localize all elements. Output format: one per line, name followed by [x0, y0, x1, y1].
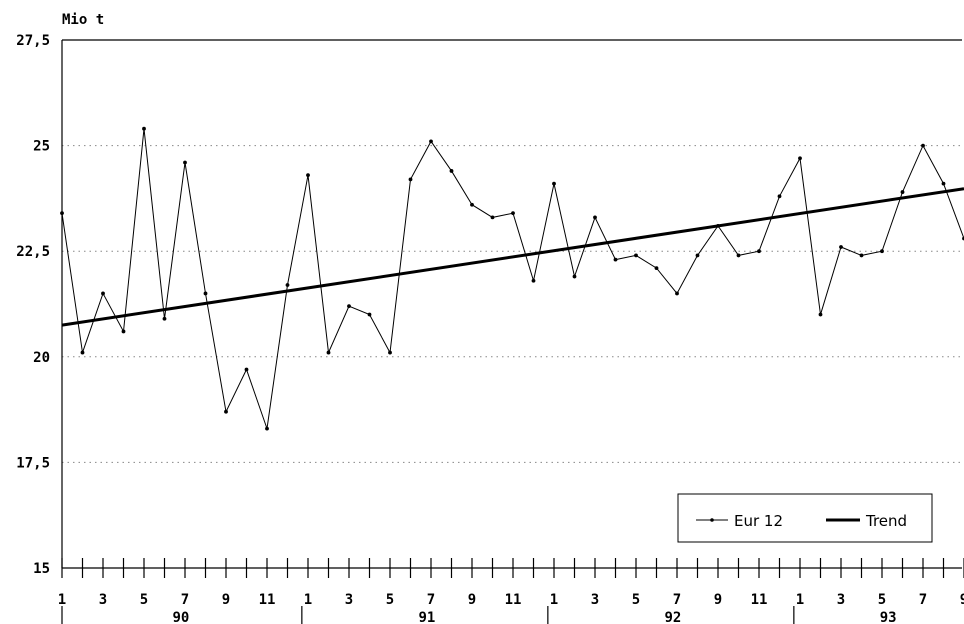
eur12-point [285, 283, 290, 287]
eur12-point [736, 253, 741, 258]
eur12-point [757, 249, 761, 254]
eur12-point [839, 245, 843, 249]
eur12-point [818, 312, 823, 317]
legend-box [677, 493, 933, 543]
x-tick-label: 5 [878, 592, 886, 608]
eur12-point [162, 316, 167, 321]
eur12-point [900, 190, 905, 194]
eur12-point [306, 173, 310, 178]
eur12-point [183, 160, 187, 165]
eur12-point [429, 139, 433, 144]
year-label: 90 [172, 610, 189, 624]
x-tick-label: 1 [796, 592, 804, 608]
x-tick-label: 11 [259, 592, 276, 608]
eur12-line [61, 128, 964, 429]
x-tick-label: 1 [58, 592, 66, 608]
eur12-point [941, 181, 946, 186]
x-tick-label: 11 [505, 592, 522, 608]
eur12-point [80, 350, 85, 355]
year-label: 92 [664, 610, 681, 624]
y-tick-label: 25 [33, 139, 50, 155]
x-tick-label: 3 [591, 592, 599, 608]
eur12-point [326, 350, 331, 355]
legend: Eur 12 Trend [677, 493, 933, 543]
eur12-point [408, 177, 413, 182]
eur12-point [511, 211, 515, 216]
eur12-point [921, 143, 925, 148]
legend-eur12-label: Eur 12 [734, 512, 783, 530]
x-tick-label: 7 [919, 592, 927, 608]
x-tick-label: 3 [345, 592, 353, 608]
x-tick-label: 3 [99, 592, 107, 608]
eur12-point [798, 156, 802, 161]
legend-trend-label: Trend [865, 512, 907, 530]
eur12-point [265, 426, 269, 431]
eur12-series [60, 126, 964, 431]
x-tick-label: 3 [837, 592, 845, 608]
eur12-point [388, 350, 392, 355]
eur12-point [367, 312, 372, 317]
eur12-point [224, 409, 228, 414]
eur12-point [716, 223, 720, 228]
y-tick-label: 20 [33, 350, 50, 366]
x-tick-label: 5 [140, 592, 148, 608]
eur12-point [347, 304, 351, 309]
x-tick-label: 7 [673, 592, 681, 608]
eur12-point [695, 253, 700, 258]
x-tick-label: 1 [304, 592, 312, 608]
y-tick-label: 15 [33, 561, 50, 577]
x-tick-label: 5 [632, 592, 640, 608]
eur12-point [552, 181, 556, 186]
eur12-point [634, 253, 638, 258]
x-tick-label: 9 [960, 592, 964, 608]
eur12-point [593, 215, 597, 220]
eur12-point [203, 291, 208, 296]
eur12-point [531, 278, 536, 283]
eur12-point [613, 257, 618, 262]
eur12-point [654, 266, 659, 270]
eur12-point [101, 291, 105, 296]
eur12-point [121, 329, 126, 334]
eur12-point [490, 215, 495, 220]
eur12-point [470, 202, 474, 207]
year-label: 91 [418, 610, 435, 624]
x-tick-label: 9 [222, 592, 230, 608]
y-tick-label: 22,5 [16, 244, 50, 260]
eur12-point [572, 274, 577, 279]
grid-lines [62, 145, 962, 463]
x-tick-label: 1 [550, 592, 558, 608]
axes [61, 39, 964, 624]
trend-line [61, 187, 964, 327]
x-tick-label: 9 [714, 592, 722, 608]
trend-series [61, 187, 964, 327]
x-tick-label: 9 [468, 592, 476, 608]
x-tick-label: 7 [181, 592, 189, 608]
y-axis-title: Mio t [62, 12, 104, 28]
y-tick-label: 17,5 [16, 455, 50, 471]
legend-eur12-marker [710, 518, 714, 522]
eur12-point [244, 367, 249, 372]
y-tick-labels: 15 17,5 20 22,5 25 27,5 [16, 33, 50, 577]
x-tick-label: 11 [751, 592, 768, 608]
eur12-point [60, 211, 64, 216]
eur12-point [142, 126, 146, 131]
x-tick-label: 7 [427, 592, 435, 608]
eur12-point [675, 291, 679, 296]
eur12-point [880, 249, 884, 254]
eur12-point [859, 253, 864, 258]
year-label: 93 [880, 610, 897, 624]
y-tick-label: 27,5 [16, 33, 50, 49]
eur12-point [449, 169, 454, 173]
x-tick-label: 5 [386, 592, 394, 608]
x-tick-labels: 1357911135791113579111357990919293 [58, 592, 964, 624]
eur12-point [777, 194, 782, 199]
